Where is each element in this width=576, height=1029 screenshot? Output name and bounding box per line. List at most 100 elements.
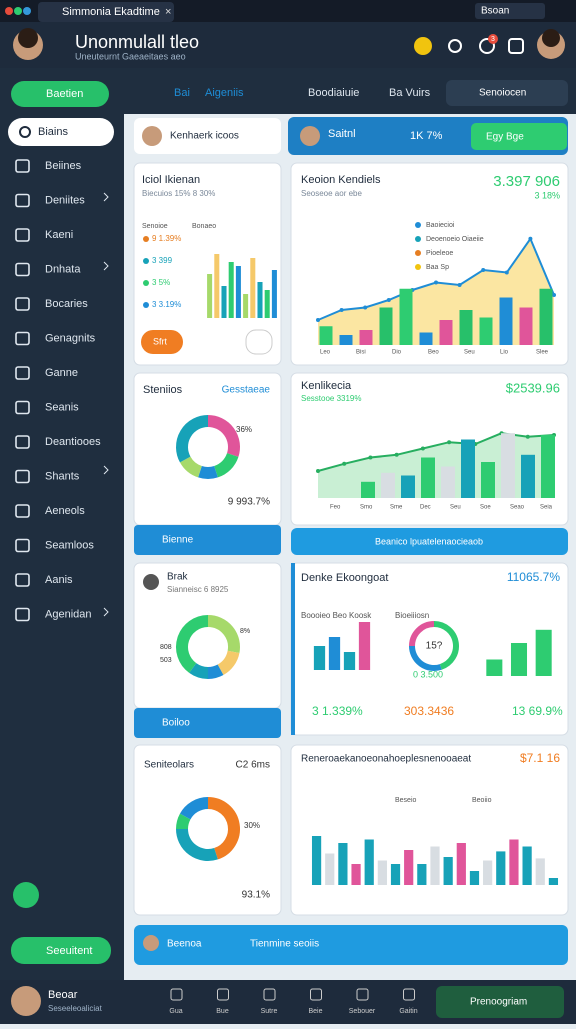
program-button-label: Prenoogriam xyxy=(470,997,527,1008)
legend-dot xyxy=(143,302,149,308)
nav-item[interactable]: Seamloos xyxy=(45,539,94,551)
bar xyxy=(228,262,234,318)
program-button[interactable] xyxy=(436,986,564,1018)
bottom-nav-label[interactable]: Bue xyxy=(216,1008,229,1015)
bar xyxy=(221,286,227,318)
legend-label: Baoiecioi xyxy=(426,222,455,229)
nav-icon xyxy=(15,262,30,277)
stat-value: 3 1.339% xyxy=(312,704,363,718)
bar xyxy=(417,864,427,885)
bottom-nav-label[interactable]: Sutre xyxy=(261,1008,278,1015)
user-sub: Seseeleoaliciat xyxy=(48,1004,103,1013)
legend-dot xyxy=(415,222,421,228)
donut-value: 0 3.500 xyxy=(413,669,443,679)
icon-button xyxy=(245,329,273,355)
donut-segment xyxy=(207,797,240,860)
badge-count: 3 xyxy=(491,36,495,43)
bottom-nav-label[interactable]: Gua xyxy=(169,1008,182,1015)
toolbar-tab[interactable]: Boodiaiuie xyxy=(308,87,359,99)
x-tick-label: Seia xyxy=(540,505,553,511)
footer-button[interactable] xyxy=(11,937,111,964)
bar xyxy=(469,871,480,885)
donut-segment xyxy=(176,415,209,463)
donut-segment xyxy=(409,645,442,671)
button[interactable] xyxy=(134,708,281,738)
primary-button-label: Baetien xyxy=(46,88,83,100)
bar xyxy=(419,332,433,345)
search-box[interactable] xyxy=(8,118,114,146)
nav-item[interactable]: Bocaries xyxy=(45,298,88,310)
legend-dot xyxy=(415,236,421,242)
card-value: $2539.96 xyxy=(506,380,560,395)
toolbar-tab[interactable]: Bai xyxy=(174,87,190,99)
card-value: 11065.7% xyxy=(507,570,560,584)
x-tick-label: Bisi xyxy=(356,350,366,356)
card-link[interactable]: Gesstaeae xyxy=(222,385,271,396)
card-title: Steniios xyxy=(143,384,183,396)
legend-dot xyxy=(143,280,149,286)
nav-item[interactable]: Aeneols xyxy=(45,505,85,517)
nav-item[interactable]: Shants xyxy=(45,470,80,482)
nav-item[interactable]: Agenidan xyxy=(45,608,92,620)
nav-item[interactable]: Deantiooes xyxy=(45,436,101,448)
button[interactable] xyxy=(134,525,281,555)
bar xyxy=(399,288,413,345)
bottom-nav-label[interactable]: Beie xyxy=(308,1008,322,1015)
point xyxy=(525,434,530,439)
x-tick-label: Soe xyxy=(480,505,491,511)
bar xyxy=(243,294,249,318)
primary-button[interactable] xyxy=(11,81,109,107)
x-tick-label: Dio xyxy=(392,350,402,356)
bottom-nav-label[interactable]: Gaitin xyxy=(399,1008,417,1015)
bar xyxy=(319,326,333,345)
legend-dot xyxy=(415,250,421,256)
bar xyxy=(250,258,256,318)
card-subtitle: Sianneisc 6 8925 xyxy=(167,585,229,594)
nav-item[interactable]: Ganne xyxy=(45,367,78,379)
bar xyxy=(535,629,552,676)
bar xyxy=(461,439,475,498)
toolbar-search[interactable] xyxy=(446,80,568,106)
bar xyxy=(441,466,455,498)
x-tick-label: Smo xyxy=(360,505,373,511)
point xyxy=(481,268,486,272)
avatar xyxy=(143,574,159,590)
toolbar-tab[interactable]: Aigeniis xyxy=(205,87,244,99)
browser-tab xyxy=(38,2,174,22)
button[interactable] xyxy=(291,528,568,555)
chevron xyxy=(103,607,109,617)
donut-segment xyxy=(176,615,209,673)
tab-close[interactable]: × xyxy=(165,6,171,18)
nav-item[interactable]: Aanis xyxy=(45,574,73,586)
point xyxy=(394,452,399,457)
button[interactable] xyxy=(141,330,183,354)
dot xyxy=(23,7,31,15)
bottom-nav-label[interactable]: Sebouer xyxy=(349,1008,376,1015)
donut-label: 36% xyxy=(236,425,252,434)
card-title: Keoion Kendiels xyxy=(301,174,381,186)
action-button[interactable] xyxy=(471,123,567,150)
card-value: $7.1 16 xyxy=(520,751,560,765)
stat-value: 303.3436 xyxy=(404,704,454,718)
bar xyxy=(548,878,559,885)
bar xyxy=(510,643,528,676)
donut-segment xyxy=(179,797,209,820)
bar xyxy=(358,622,371,670)
nav-item[interactable]: Kaeni xyxy=(45,229,73,241)
nav-item[interactable]: Dnhata xyxy=(45,263,81,275)
donut-segment xyxy=(179,456,203,478)
nav-item[interactable]: Genagnits xyxy=(45,332,96,344)
toolbar-tab[interactable]: Ba Vuirs xyxy=(389,87,431,99)
nav-item[interactable]: Seanis xyxy=(45,401,79,413)
nav-item[interactable]: Beiines xyxy=(45,160,82,172)
nav-item[interactable]: Deniites xyxy=(45,194,85,206)
button-label: Boiloo xyxy=(162,718,190,729)
donut-segment xyxy=(189,662,209,679)
donut-segment xyxy=(213,452,239,478)
bar xyxy=(401,475,415,498)
nav-icon xyxy=(263,988,276,1001)
bar xyxy=(541,435,555,498)
dot xyxy=(5,7,13,15)
point xyxy=(528,236,533,241)
phone-button[interactable] xyxy=(13,882,39,908)
